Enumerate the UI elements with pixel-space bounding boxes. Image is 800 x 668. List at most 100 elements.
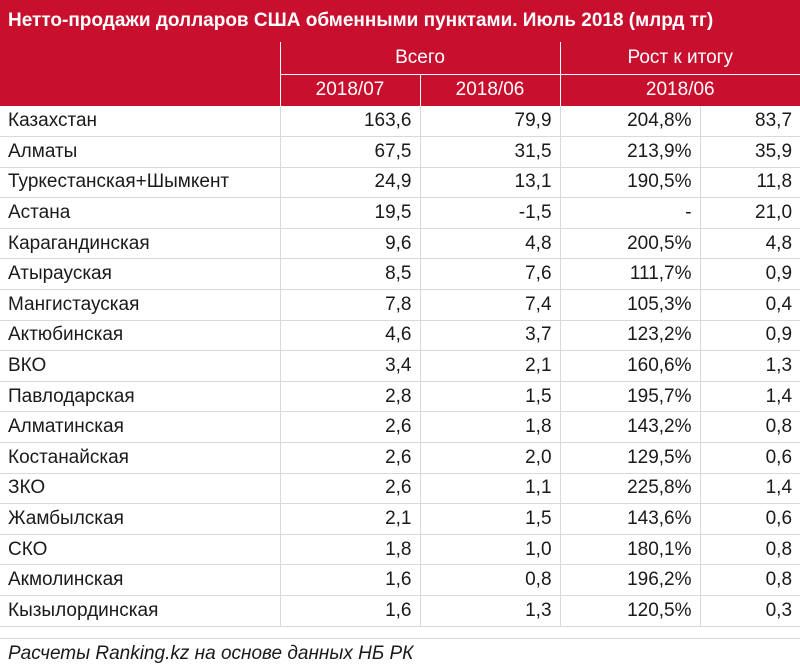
header-col-2018-07: 2018/07	[279, 74, 420, 106]
region-cell: Жамбылская	[0, 503, 280, 535]
region-cell: Акмолинская	[0, 564, 280, 596]
value-2018-06-cell: 1,0	[419, 534, 561, 566]
value-2018-07-cell: 2,6	[279, 442, 420, 474]
region-cell: ЗКО	[0, 473, 280, 505]
growth-delta-cell: 0,8	[699, 411, 800, 444]
source-note: Расчеты Ranking.kz на основе данных НБ Р…	[0, 638, 800, 667]
growth-delta-cell: 4,8	[699, 228, 800, 260]
value-2018-07-cell: 19,5	[279, 197, 420, 229]
region-cell: ВКО	[0, 350, 280, 382]
table-header: Всего Рост к итогу 2018/07 2018/06 2018/…	[0, 42, 800, 107]
region-cell: Костанайская	[0, 442, 280, 474]
growth-percent-cell: -	[559, 197, 701, 229]
growth-percent-cell: 123,2%	[559, 320, 701, 352]
value-2018-06-cell: 1,5	[419, 381, 561, 413]
growth-percent-cell: 213,9%	[559, 136, 701, 168]
value-2018-07-cell: 2,1	[279, 503, 420, 535]
table-row: Туркестанская+Шымкент 24,9 13,1 190,5% 11,8	[0, 167, 800, 199]
table-row: Алматинская 2,6 1,8 143,2% 0,8	[0, 411, 800, 444]
value-2018-06-cell: 1,5	[419, 503, 561, 535]
header-group-growth: Рост к итогу	[559, 42, 800, 75]
growth-delta-cell: 0,8	[699, 534, 800, 566]
table-row: Мангистауская 7,8 7,4 105,3% 0,4	[0, 289, 800, 321]
value-2018-06-cell: 7,6	[419, 258, 561, 291]
value-2018-06-cell: 2,0	[419, 442, 561, 474]
value-2018-07-cell: 3,4	[279, 350, 420, 382]
table-row: Алматы 67,5 31,5 213,9% 35,9	[0, 136, 800, 168]
table-row: Жамбылская 2,1 1,5 143,6% 0,6	[0, 503, 800, 535]
value-2018-07-cell: 2,8	[279, 381, 420, 413]
growth-delta-cell: 0,6	[699, 442, 800, 474]
table-row: СКО 1,8 1,0 180,1% 0,8	[0, 534, 800, 566]
table-row: Карагандинская 9,6 4,8 200,5% 4,8	[0, 228, 800, 260]
growth-percent-cell: 143,6%	[559, 503, 701, 535]
value-2018-06-cell: 2,1	[419, 350, 561, 382]
table-row: Акмолинская 1,6 0,8 196,2% 0,8	[0, 564, 800, 596]
value-2018-06-cell: 1,8	[419, 411, 561, 444]
table-body: Казахстан 163,6 79,9 204,8% 83,7 Алматы 67,5 31…	[0, 106, 800, 627]
value-2018-06-cell: 1,3	[419, 595, 561, 627]
value-2018-07-cell: 8,5	[279, 258, 420, 291]
value-2018-07-cell: 163,6	[279, 106, 420, 138]
growth-percent-cell: 129,5%	[559, 442, 701, 474]
value-2018-06-cell: 0,8	[419, 564, 561, 596]
value-2018-07-cell: 1,6	[279, 564, 420, 596]
table-row: Актюбинская 4,6 3,7 123,2% 0,9	[0, 320, 800, 352]
value-2018-07-cell: 2,6	[279, 411, 420, 444]
table-row: ВКО 3,4 2,1 160,6% 1,3	[0, 350, 800, 382]
header-corner	[0, 42, 280, 107]
growth-percent-cell: 225,8%	[559, 473, 701, 505]
growth-delta-cell: 1,3	[699, 350, 800, 382]
table-row: Кызылординская 1,6 1,3 120,5% 0,3	[0, 595, 800, 627]
growth-delta-cell: 11,8	[699, 167, 800, 199]
region-cell: Мангистауская	[0, 289, 280, 321]
value-2018-06-cell: 1,1	[419, 473, 561, 505]
growth-delta-cell: 0,8	[699, 564, 800, 596]
region-cell: Астана	[0, 197, 280, 229]
header-col-2018-06: 2018/06	[419, 74, 561, 106]
growth-delta-cell: 0,6	[699, 503, 800, 535]
growth-delta-cell: 0,9	[699, 320, 800, 352]
region-cell: Алматы	[0, 136, 280, 168]
table-row: Казахстан 163,6 79,9 204,8% 83,7	[0, 106, 800, 138]
header-group-total: Всего	[279, 42, 561, 75]
growth-percent-cell: 160,6%	[559, 350, 701, 382]
region-cell: Кызылординская	[0, 595, 280, 627]
table-row: Павлодарская 2,8 1,5 195,7% 1,4	[0, 381, 800, 413]
region-cell: Атырауская	[0, 258, 280, 291]
value-2018-06-cell: 4,8	[419, 228, 561, 260]
sales-table: Всего Рост к итогу 2018/07 2018/06 2018/…	[0, 42, 800, 627]
region-cell: Актюбинская	[0, 320, 280, 352]
value-2018-07-cell: 4,6	[279, 320, 420, 352]
growth-percent-cell: 204,8%	[559, 106, 701, 138]
region-cell: СКО	[0, 534, 280, 566]
value-2018-07-cell: 2,6	[279, 473, 420, 505]
growth-percent-cell: 190,5%	[559, 167, 701, 199]
growth-percent-cell: 105,3%	[559, 289, 701, 321]
value-2018-06-cell: 79,9	[419, 106, 561, 138]
growth-delta-cell: 1,4	[699, 381, 800, 413]
region-cell: Казахстан	[0, 106, 280, 138]
value-2018-06-cell: 7,4	[419, 289, 561, 321]
growth-delta-cell: 35,9	[699, 136, 800, 168]
growth-percent-cell: 143,2%	[559, 411, 701, 444]
value-2018-06-cell: -1,5	[419, 197, 561, 229]
growth-delta-cell: 21,0	[699, 197, 800, 229]
value-2018-07-cell: 67,5	[279, 136, 420, 168]
value-2018-06-cell: 31,5	[419, 136, 561, 168]
value-2018-06-cell: 13,1	[419, 167, 561, 199]
growth-percent-cell: 200,5%	[559, 228, 701, 260]
growth-percent-cell: 195,7%	[559, 381, 701, 413]
growth-delta-cell: 0,9	[699, 258, 800, 291]
region-cell: Алматинская	[0, 411, 280, 444]
value-2018-07-cell: 9,6	[279, 228, 420, 260]
region-cell: Туркестанская+Шымкент	[0, 167, 280, 199]
region-cell: Карагандинская	[0, 228, 280, 260]
table-row: Астана 19,5 -1,5-21,0	[0, 197, 800, 229]
growth-delta-cell: 1,4	[699, 473, 800, 505]
table-row: Костанайская 2,6 2,0 129,5% 0,6	[0, 442, 800, 474]
value-2018-07-cell: 1,6	[279, 595, 420, 627]
table-row: Атырауская 8,5 7,6 111,7% 0,9	[0, 258, 800, 291]
table-title: Нетто-продажи долларов США обменными пун…	[0, 0, 800, 42]
